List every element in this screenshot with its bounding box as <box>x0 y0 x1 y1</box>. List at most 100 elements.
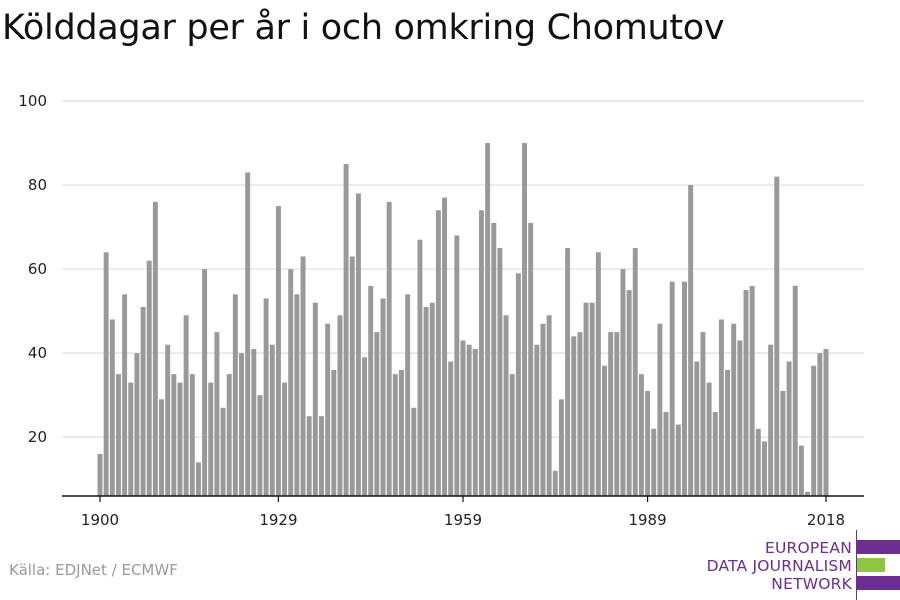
bar-1997 <box>694 361 700 496</box>
bar-1966 <box>503 315 509 496</box>
bar-1990 <box>651 428 657 496</box>
bar-1915 <box>189 374 195 496</box>
source-note: Källa: EDJNet / ECMWF <box>9 561 178 579</box>
bar-1947 <box>386 201 392 496</box>
bar-1919 <box>214 332 220 496</box>
bar-1998 <box>700 332 706 496</box>
bar-1924 <box>245 172 251 497</box>
bar-1927 <box>263 298 269 496</box>
bar-1984 <box>614 332 620 496</box>
bar-2009 <box>768 344 774 496</box>
bar-1918 <box>208 382 214 496</box>
bar-1906 <box>134 353 140 496</box>
bar-1916 <box>195 462 201 496</box>
bar-1975 <box>558 399 564 496</box>
bar-1940 <box>343 164 349 496</box>
bar-1939 <box>337 315 343 496</box>
bar-1996 <box>688 185 694 497</box>
bar-1952 <box>417 239 423 496</box>
bar-1993 <box>669 281 675 496</box>
bar-1950 <box>405 294 411 496</box>
bar-1929 <box>275 206 281 496</box>
bar-1968 <box>515 273 521 496</box>
bar-1922 <box>232 294 238 496</box>
bar-1942 <box>355 193 361 496</box>
bar-1955 <box>435 210 441 497</box>
bar-1925 <box>251 348 257 496</box>
bar-1960 <box>466 344 472 496</box>
bar-1935 <box>312 302 318 496</box>
bar-1971 <box>534 344 540 496</box>
bar-1981 <box>595 252 601 496</box>
bar-1974 <box>552 470 558 496</box>
y-tick-label-20: 20 <box>28 428 47 446</box>
bar-1982 <box>602 365 607 496</box>
x-tick-label-1900: 1900 <box>81 511 119 529</box>
y-axis-ticks: 20 40 60 80 100 <box>18 92 47 446</box>
bar-2018 <box>823 348 829 496</box>
bar-1965 <box>497 248 503 496</box>
bar-1943 <box>362 357 368 496</box>
bar-2003 <box>731 323 737 496</box>
bar-1913 <box>177 382 183 496</box>
bar-1948 <box>392 374 398 496</box>
bar-1978 <box>577 332 583 496</box>
bar-1963 <box>485 143 491 496</box>
bar-2014 <box>798 445 804 496</box>
bar-1959 <box>460 340 466 496</box>
bar-1938 <box>331 369 337 496</box>
bar-1961 <box>472 348 478 496</box>
logo-bar-purple-top <box>857 540 900 554</box>
bar-1920 <box>220 407 226 496</box>
edjnet-logo[interactable]: EUROPEAN DATA JOURNALISM NETWORK <box>700 530 900 600</box>
bar-1930 <box>282 382 288 496</box>
bar-1983 <box>608 332 614 496</box>
bar-1941 <box>349 256 355 496</box>
bar-2007 <box>755 428 761 496</box>
bar-2010 <box>774 176 780 496</box>
bar-2008 <box>761 441 767 496</box>
bar-2000 <box>712 411 718 496</box>
logo-divider <box>856 530 857 600</box>
x-tick-label-1989: 1989 <box>628 511 666 529</box>
bar-1964 <box>491 222 497 497</box>
bar-1926 <box>257 395 263 496</box>
bar-1977 <box>571 336 577 496</box>
bar-1992 <box>663 411 669 496</box>
bar-1900 <box>97 453 103 496</box>
bar-1934 <box>306 416 312 496</box>
x-tick-label-2018: 2018 <box>807 511 845 529</box>
bar-1988 <box>638 374 644 496</box>
bar-2004 <box>737 340 743 496</box>
bar-1986 <box>626 290 632 496</box>
logo-line-network: NETWORK <box>771 575 852 593</box>
bar-1910 <box>159 399 165 496</box>
bar-1970 <box>528 222 534 497</box>
x-tick-label-1929: 1929 <box>259 511 297 529</box>
bar-1928 <box>269 344 275 496</box>
bar-1953 <box>423 306 429 496</box>
bar-1962 <box>478 210 484 497</box>
bar-1937 <box>325 323 331 496</box>
bar-1944 <box>368 285 374 496</box>
bar-2005 <box>743 290 749 496</box>
bar-1995 <box>682 281 687 496</box>
bar-1985 <box>620 269 626 496</box>
bar-2013 <box>792 285 798 496</box>
bar-1991 <box>657 323 663 496</box>
y-tick-label-40: 40 <box>28 344 47 362</box>
bar-1994 <box>675 424 681 496</box>
bar-1969 <box>522 143 528 496</box>
y-tick-label-100: 100 <box>18 92 47 110</box>
chart-title: Kölddagar per år i och omkring Chomutov <box>2 8 725 48</box>
bar-1931 <box>288 269 294 496</box>
bar-1973 <box>546 315 552 496</box>
bar-1908 <box>146 260 152 496</box>
bar-2012 <box>786 361 792 496</box>
bar-1907 <box>140 306 146 496</box>
x-axis: 1900 1929 1959 1989 2018 <box>62 495 864 529</box>
bar-1921 <box>226 374 232 496</box>
bar-1904 <box>122 294 128 496</box>
y-tick-label-80: 80 <box>28 176 47 194</box>
